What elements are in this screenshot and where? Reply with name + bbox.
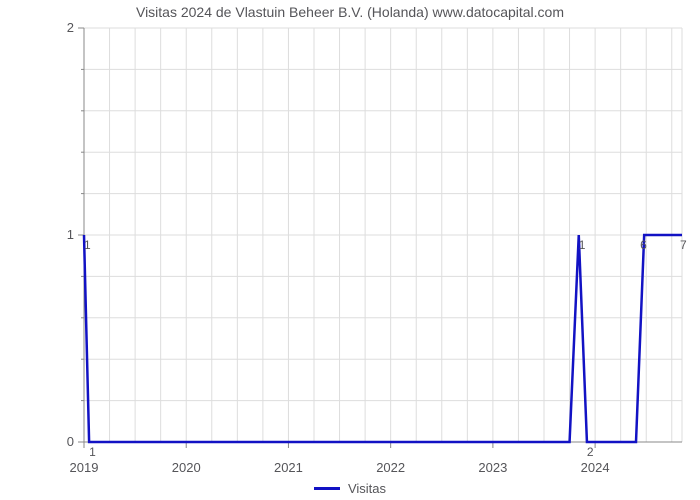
y-tick-label: 1 <box>67 227 74 242</box>
x-tick-label: 2019 <box>70 460 99 475</box>
legend-swatch <box>314 487 340 490</box>
point-label: 1 <box>89 445 96 459</box>
point-label: 6 <box>640 238 647 252</box>
x-tick-label: 2021 <box>274 460 303 475</box>
line-chart: 012201920202021202220232024111267 <box>0 0 700 500</box>
series-line <box>84 235 682 442</box>
chart-legend: Visitas <box>0 480 700 496</box>
point-label: 1 <box>84 238 91 252</box>
x-tick-label: 2022 <box>376 460 405 475</box>
y-tick-label: 0 <box>67 434 74 449</box>
point-label: 1 <box>579 238 586 252</box>
x-tick-label: 2023 <box>478 460 507 475</box>
x-tick-label: 2024 <box>581 460 610 475</box>
legend-label: Visitas <box>348 481 386 496</box>
y-tick-label: 2 <box>67 20 74 35</box>
x-tick-label: 2020 <box>172 460 201 475</box>
point-label: 2 <box>587 445 594 459</box>
point-label: 7 <box>680 238 687 252</box>
